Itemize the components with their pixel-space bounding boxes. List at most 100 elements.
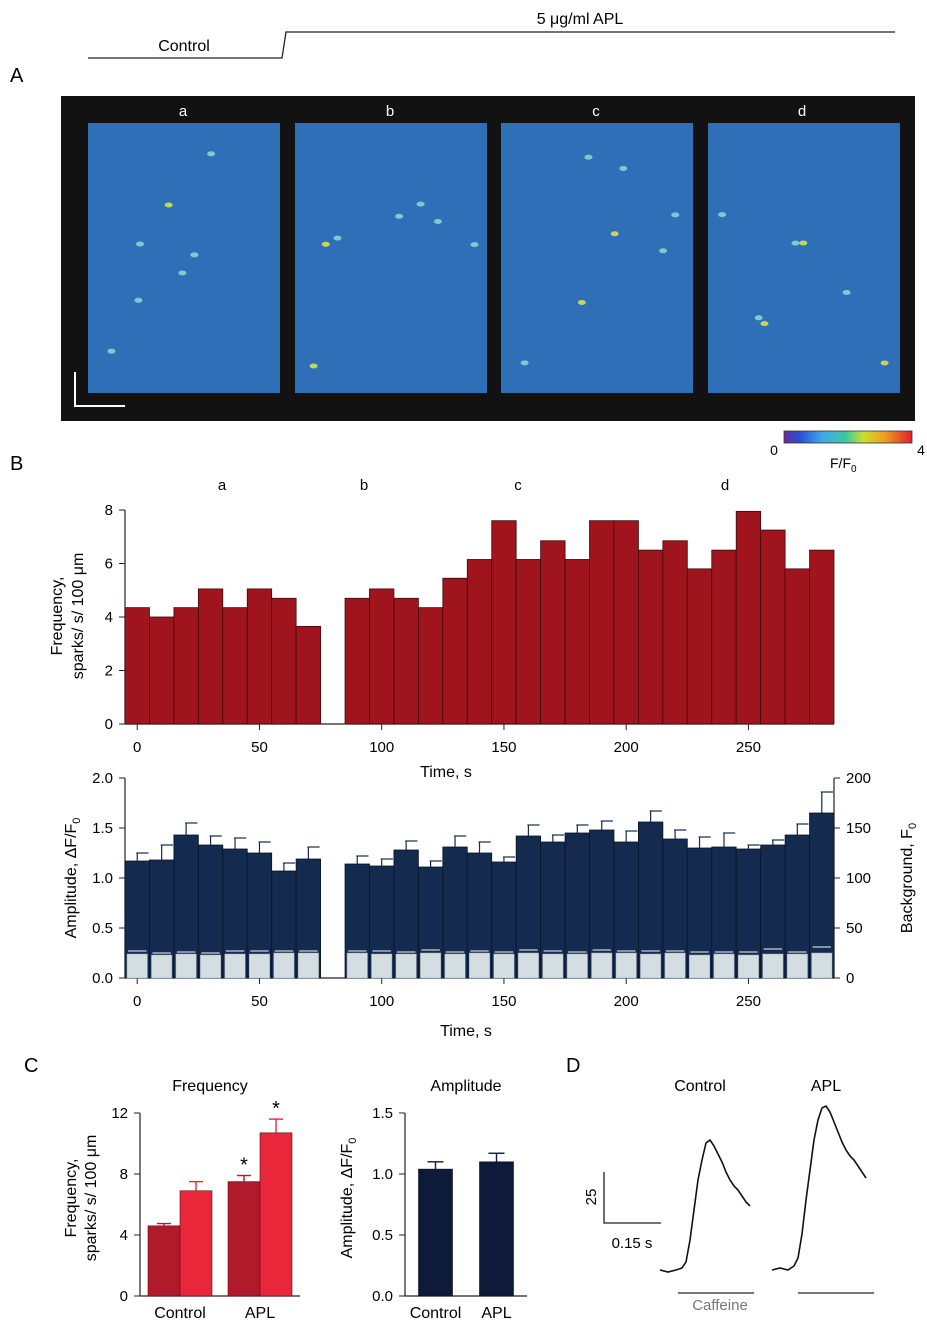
frequency-bar bbox=[295, 625, 321, 725]
amplitude-summary-chart: Amplitude 0.0 0.5 1.0 1.5 Control APL Amplitu… bbox=[339, 1078, 527, 1322]
frequency-summary-bar bbox=[179, 1190, 213, 1297]
amp-c-category-label: Control bbox=[410, 1305, 462, 1322]
frame-label-d: d bbox=[798, 103, 806, 120]
background-bar bbox=[420, 952, 442, 979]
epoch-label-b: b bbox=[360, 477, 368, 494]
line-scan-frame bbox=[88, 123, 280, 393]
amp-b-y2tick-label: 0 bbox=[846, 970, 854, 987]
freq-c-ytick-label: 0 bbox=[120, 1288, 128, 1305]
background-bar bbox=[664, 952, 686, 979]
background-bar bbox=[200, 954, 222, 979]
significance-marker: * bbox=[240, 1155, 248, 1177]
freq-c-ytick-label: 12 bbox=[111, 1105, 128, 1122]
background-bar bbox=[248, 953, 270, 979]
background-bar bbox=[126, 953, 148, 979]
spark-spot bbox=[754, 315, 763, 321]
freq-b-ytick-label: 4 bbox=[105, 609, 113, 626]
freq-b-xtick-label: 200 bbox=[614, 739, 639, 756]
amp-c-ytick-label: 0.0 bbox=[372, 1288, 393, 1305]
frequency-bar bbox=[246, 588, 273, 725]
spark-spot bbox=[107, 348, 116, 354]
trace-apl bbox=[771, 1104, 867, 1271]
frequency-summary-bar bbox=[259, 1132, 293, 1297]
frequency-bar bbox=[442, 577, 468, 725]
epoch-label-d: d bbox=[721, 477, 729, 494]
colorbar-min-label: 0 bbox=[770, 442, 778, 458]
amp-b-ytick-label: 0.5 bbox=[92, 920, 113, 937]
amp-b-y2tick-label: 100 bbox=[846, 870, 871, 887]
amp-b-y2tick-label: 200 bbox=[846, 770, 871, 787]
amp-b-ylabel: Amplitude, ΔF/F0 bbox=[63, 818, 83, 939]
freq-c-ytick-label: 4 bbox=[120, 1227, 128, 1244]
freq-c-ylabel-line1: Frequency, bbox=[63, 1159, 80, 1238]
frequency-bar bbox=[124, 607, 150, 725]
spark-spot bbox=[134, 297, 143, 303]
spark-spot bbox=[178, 270, 187, 276]
spark-spot bbox=[577, 300, 586, 305]
spark-spot bbox=[842, 290, 851, 295]
frequency-bar bbox=[809, 549, 835, 725]
trace-control-label: Control bbox=[674, 1078, 726, 1095]
freq-b-ytick-label: 2 bbox=[105, 663, 113, 680]
spark-spot bbox=[799, 240, 808, 246]
amp-b-y2tick-label: 50 bbox=[846, 920, 863, 937]
image-scale-bar bbox=[74, 372, 125, 407]
freq-c-category-label: APL bbox=[245, 1305, 275, 1322]
amp-c-title: Amplitude bbox=[430, 1078, 501, 1095]
protocol-apl-label: 5 μg/ml APL bbox=[537, 11, 624, 28]
scale-bar bbox=[603, 1172, 661, 1224]
frequency-bar bbox=[515, 559, 542, 725]
freq-b-ytick-label: 6 bbox=[105, 556, 113, 573]
background-bar bbox=[811, 952, 833, 979]
protocol-line: Control 5 μg/ml APL bbox=[88, 11, 895, 59]
spark-spot bbox=[880, 360, 889, 366]
trace-apl-label: APL bbox=[811, 1078, 841, 1095]
frequency-bar bbox=[271, 597, 297, 725]
freq-b-xtick-label: 0 bbox=[133, 739, 141, 756]
background-bar bbox=[713, 953, 735, 979]
frequency-bar bbox=[711, 549, 737, 725]
spark-spot bbox=[671, 212, 680, 218]
frequency-summary-chart: Frequency 0 4 8 12 Control APL * * Frequency, s… bbox=[63, 1078, 300, 1322]
background-bar bbox=[151, 954, 173, 979]
colorbar-label: F/F0 bbox=[830, 455, 857, 475]
frequency-bar bbox=[638, 549, 664, 725]
frame-label-a: a bbox=[179, 103, 188, 120]
panel-letter-d: D bbox=[566, 1055, 580, 1077]
frequency-bar bbox=[344, 597, 370, 725]
spark-spot bbox=[791, 240, 800, 246]
spark-spot bbox=[619, 166, 628, 171]
panel-letter-a: A bbox=[10, 65, 24, 87]
amp-c-category-label: APL bbox=[481, 1305, 511, 1322]
spark-spot bbox=[309, 363, 318, 369]
background-bar bbox=[175, 953, 197, 979]
spark-spot bbox=[659, 248, 668, 254]
spark-spot bbox=[164, 202, 173, 208]
line-scan-images: a b c d bbox=[61, 96, 915, 421]
spark-spot bbox=[584, 154, 593, 160]
caffeine-label: Caffeine bbox=[692, 1297, 748, 1314]
amp-b-xtick-label: 200 bbox=[614, 993, 639, 1010]
freq-b-xtick-label: 250 bbox=[736, 739, 761, 756]
spark-spot bbox=[207, 151, 216, 157]
frequency-bar bbox=[589, 520, 615, 725]
significance-marker: * bbox=[272, 1098, 280, 1120]
spark-spot bbox=[136, 241, 144, 247]
frequency-summary-bar bbox=[227, 1181, 261, 1297]
frame-label-b: b bbox=[386, 103, 394, 120]
frequency-bar bbox=[540, 540, 566, 725]
frame-label-c: c bbox=[592, 103, 600, 120]
amplitude-summary-bar bbox=[418, 1168, 453, 1297]
amp-b-xtick-label: 150 bbox=[491, 993, 516, 1010]
frequency-bar bbox=[197, 588, 224, 725]
freq-b-ytick-label: 8 bbox=[105, 502, 113, 519]
background-bar bbox=[615, 952, 637, 979]
background-bar bbox=[395, 953, 417, 979]
background-bar bbox=[346, 952, 368, 979]
spark-spot bbox=[520, 360, 529, 366]
background-bar bbox=[297, 952, 319, 979]
background-bar bbox=[689, 954, 711, 979]
line-scan-frame bbox=[708, 123, 900, 393]
line-scan-frame bbox=[295, 123, 487, 393]
line-scan-frame bbox=[501, 123, 693, 393]
